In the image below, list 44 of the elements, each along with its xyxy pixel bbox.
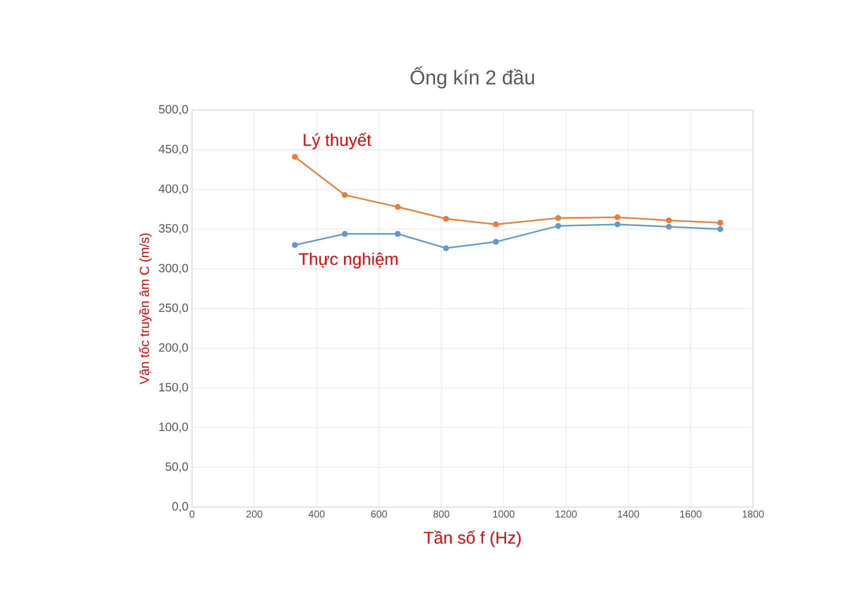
point — [394, 204, 401, 210]
x-tick-label: 1000 — [493, 510, 514, 518]
point — [614, 214, 620, 220]
y-tick-label: 100,0 — [159, 422, 188, 433]
x-tick-label: 400 — [308, 510, 325, 518]
y-tick-label: 350,0 — [158, 224, 188, 234]
y-tick-label: 0,0 — [172, 502, 188, 512]
y-tick-label: 450,0 — [158, 144, 188, 155]
y-tick-label: 200,0 — [159, 343, 188, 354]
point — [342, 192, 348, 198]
point — [614, 221, 620, 228]
y-tick-label: 300,0 — [158, 264, 188, 274]
point — [443, 245, 449, 252]
point — [555, 215, 562, 221]
x-tick-label: 0 — [190, 510, 194, 518]
x-tick-label: 600 — [371, 510, 387, 518]
x-axis-title: Tần số f (Hz) — [424, 530, 521, 548]
point — [492, 238, 499, 245]
point — [394, 230, 401, 237]
x-tick-label: 1200 — [556, 510, 577, 518]
point — [342, 230, 348, 237]
x-tick-label: 1600 — [680, 510, 702, 518]
point — [292, 154, 298, 160]
point — [717, 220, 724, 226]
y-tick-label: 500,0 — [158, 105, 188, 115]
point — [666, 224, 672, 230]
point — [717, 226, 724, 232]
series-label: Lý thuyết — [304, 132, 372, 150]
chart-title: Ống kín 2 đầu — [410, 66, 534, 88]
y-tick-label: 250,0 — [159, 304, 188, 314]
y-tick-label: 400,0 — [158, 184, 188, 194]
series-label: Thực nghiệm — [298, 252, 398, 268]
x-tick-label: 200 — [246, 510, 262, 518]
point — [292, 242, 298, 248]
point — [492, 221, 499, 228]
point — [555, 222, 562, 229]
y-tick-label: 150,0 — [159, 382, 188, 393]
point — [443, 216, 449, 222]
x-tick-label: 1800 — [742, 510, 764, 518]
y-axis-title: Vận tốc truyền âm C (m/s) — [138, 233, 152, 384]
x-tick-label: 800 — [433, 510, 450, 518]
x-tick-label: 1400 — [618, 510, 640, 518]
point — [666, 217, 672, 224]
y-tick-label: 50,0 — [166, 462, 188, 472]
